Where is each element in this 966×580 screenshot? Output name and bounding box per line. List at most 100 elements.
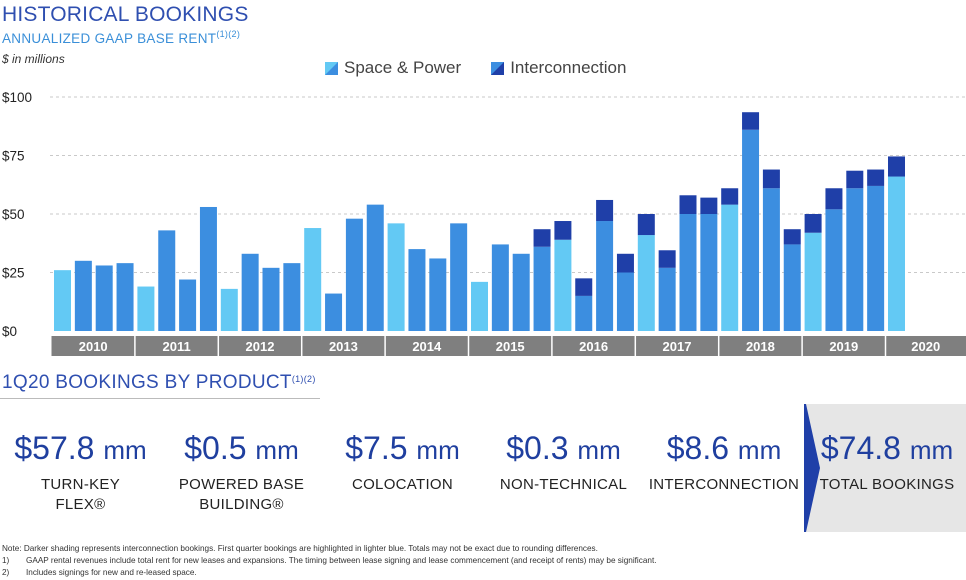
bar-space-power <box>366 204 384 331</box>
product-label: INTERCONNECTION <box>644 475 804 495</box>
bar-interconnection <box>825 188 843 210</box>
section-title-text: 1Q20 BOOKINGS BY PRODUCT <box>2 372 292 393</box>
bar-interconnection <box>783 229 801 245</box>
label-line-1: COLOCATION <box>351 476 454 493</box>
bar-space-power <box>158 230 176 331</box>
legend-label-interconnection: Interconnection <box>510 58 627 77</box>
amount-value: $0.3 <box>506 430 569 466</box>
y-tick-label: $50 <box>2 207 25 222</box>
year-label: 2010 <box>79 339 108 354</box>
footnotes: Note: Darker shading represents intercon… <box>2 543 657 579</box>
product-card-colocation: $7.5 mm COLOCATION <box>322 404 483 532</box>
bar-interconnection <box>616 253 634 273</box>
bar-space-power <box>721 204 739 331</box>
bar-interconnection <box>888 156 905 177</box>
bar-space-power <box>533 246 551 331</box>
footnote-text: Includes signings for new and re-leased … <box>26 568 197 577</box>
year-label: 2012 <box>246 339 275 354</box>
product-label: NON-TECHNICAL <box>483 475 644 495</box>
bar-interconnection <box>762 169 780 189</box>
bar-space-power <box>825 209 843 331</box>
bar-space-power <box>616 272 634 331</box>
bar-space-power <box>199 206 217 331</box>
product-card-turn-key-flex: $57.8 mm TURN-KEY FLEX® <box>0 404 161 532</box>
bar-space-power <box>804 232 822 331</box>
year-band-segment <box>134 336 219 356</box>
bar-space-power <box>179 279 197 331</box>
amount-value: $74.8 <box>820 430 901 466</box>
legend-label-space-power: Space & Power <box>344 58 462 77</box>
section-title: 1Q20 BOOKINGS BY PRODUCT(1)(2) <box>2 372 316 394</box>
bar-space-power <box>345 218 363 331</box>
amount-unit: mm <box>577 435 621 465</box>
legend-swatch-space-power <box>325 61 338 75</box>
footnote-2: 2) Includes signings for new and re-lease… <box>2 567 657 579</box>
bar-space-power <box>700 214 718 331</box>
footnote-number: 1) <box>2 556 10 565</box>
bar-space-power <box>554 239 572 331</box>
bar-interconnection <box>554 221 572 240</box>
product-card-powered-base-building: $0.5 mm POWERED BASE BUILDING® <box>161 404 322 532</box>
amount-unit: mm <box>909 435 954 465</box>
product-label: TOTAL BOOKINGS <box>808 475 966 495</box>
year-label: 2011 <box>162 339 190 354</box>
year-label: 2020 <box>911 339 940 354</box>
product-amount: $0.3 mm <box>483 430 644 467</box>
amount-value: $0.5 <box>184 430 247 466</box>
bar-interconnection <box>721 188 739 205</box>
year-band-segment <box>635 336 719 356</box>
product-amount: $74.8 mm <box>808 430 966 467</box>
section-footnote-ref: (1)(2) <box>291 374 316 384</box>
bar-space-power <box>637 235 655 331</box>
amount-value: $57.8 <box>14 430 95 466</box>
label-line-1: TURN-KEY <box>40 476 121 493</box>
bar-space-power <box>408 249 426 331</box>
year-band-segment <box>385 336 469 356</box>
amount-unit: mm <box>103 435 147 465</box>
year-label: 2017 <box>663 339 692 354</box>
year-band-segment <box>51 336 135 356</box>
product-card-non-technical: $0.3 mm NON-TECHNICAL <box>483 404 644 532</box>
chart-subtitle: ANNUALIZED GAAP BASE RENT(1)(2) <box>2 29 240 46</box>
year-label: 2014 <box>412 339 442 354</box>
product-bookings-row: $57.8 mm TURN-KEY FLEX® $0.5 mm POWERED B… <box>0 404 966 532</box>
bar-space-power <box>95 265 113 331</box>
subtitle-footnote-ref: (1)(2) <box>216 29 241 39</box>
total-bookings-background <box>805 404 966 532</box>
bar-space-power <box>283 263 301 331</box>
year-band-segment <box>718 336 803 356</box>
chart-legend: Space & Power Interconnection <box>325 58 626 78</box>
footnote-text: GAAP rental revenues include total rent … <box>26 556 657 565</box>
label-line-1: TOTAL BOOKINGS <box>819 476 955 493</box>
chart-title: HISTORICAL BOOKINGS <box>2 3 249 26</box>
bar-interconnection <box>637 214 655 236</box>
y-tick-label: $25 <box>2 266 25 281</box>
section-divider <box>0 398 320 399</box>
footnote-1: 1) GAAP rental revenues include total ren… <box>2 555 657 567</box>
legend-swatch-interconnection <box>491 61 505 75</box>
amount-unit: mm <box>255 435 299 465</box>
bar-interconnection <box>804 214 822 233</box>
bar-space-power <box>888 176 905 331</box>
product-label: POWERED BASE BUILDING® <box>161 475 322 515</box>
bar-space-power <box>742 129 760 331</box>
product-label: COLOCATION <box>322 475 483 495</box>
year-band-segment <box>468 336 552 356</box>
y-tick-label: $75 <box>2 149 25 164</box>
product-label: TURN-KEY FLEX® <box>0 475 161 515</box>
bar-space-power <box>304 228 322 331</box>
bar-space-power <box>137 286 155 331</box>
bar-space-power <box>658 267 676 331</box>
bar-interconnection <box>575 278 593 296</box>
bar-space-power <box>450 223 468 331</box>
bar-interconnection <box>533 229 551 247</box>
label-line-1: POWERED BASE <box>178 476 305 493</box>
bar-space-power <box>241 253 259 331</box>
bar-space-power <box>867 185 885 331</box>
year-band-segment <box>885 336 966 356</box>
footnote-number: 2) <box>2 568 10 577</box>
legend-item-interconnection: Interconnection <box>491 58 626 78</box>
bar-space-power <box>116 263 134 331</box>
bar-interconnection <box>846 170 864 189</box>
bar-space-power <box>54 270 71 331</box>
